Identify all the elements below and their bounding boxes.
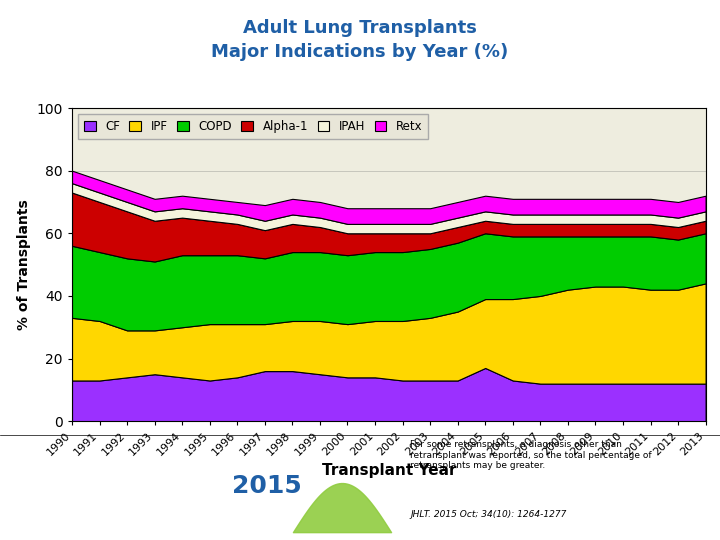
Text: 2015: 2015: [232, 474, 301, 498]
Text: JHLT. 2015 Oct; 34(10): 1264-1277: JHLT. 2015 Oct; 34(10): 1264-1277: [410, 510, 567, 519]
Text: ISHLT • INTERNATIONAL SOCIETY FOR HEART AND LUNG TRANSPLANTATION: ISHLT • INTERNATIONAL SOCIETY FOR HEART …: [4, 509, 190, 514]
Text: Major Indications by Year (%): Major Indications by Year (%): [212, 43, 508, 61]
Legend: CF, IPF, COPD, Alpha-1, IPAH, Retx: CF, IPF, COPD, Alpha-1, IPAH, Retx: [78, 114, 428, 139]
Text: ISHLT: ISHLT: [63, 465, 131, 485]
Text: For some retransplants, a diagnosis other than
retransplant was reported, so the: For some retransplants, a diagnosis othe…: [410, 440, 652, 470]
X-axis label: Transplant Year: Transplant Year: [322, 463, 456, 478]
Text: Adult Lung Transplants: Adult Lung Transplants: [243, 19, 477, 37]
Y-axis label: % of Transplants: % of Transplants: [17, 199, 31, 330]
